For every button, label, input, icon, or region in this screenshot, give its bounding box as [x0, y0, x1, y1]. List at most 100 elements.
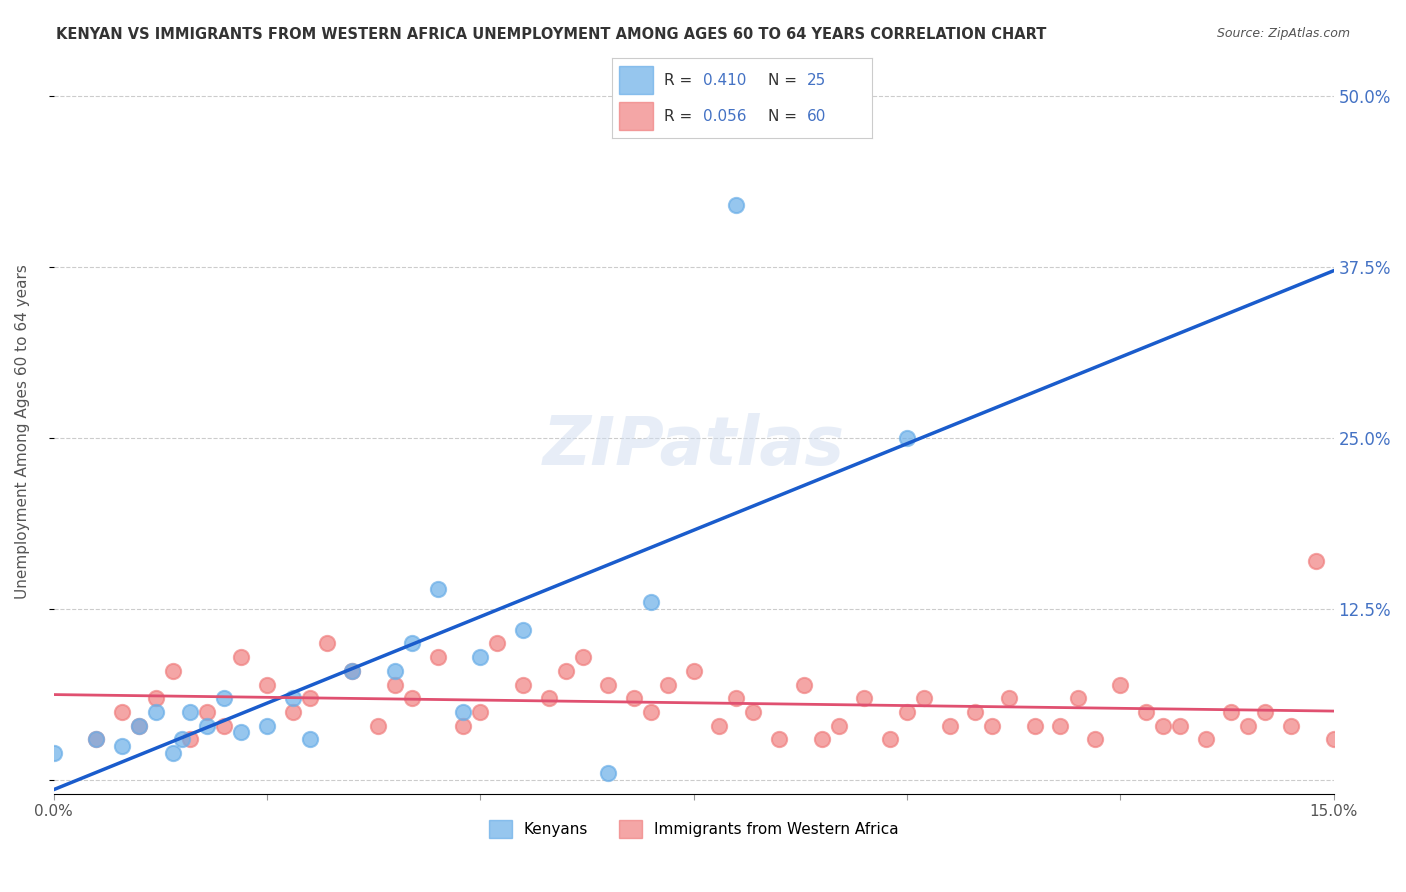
Y-axis label: Unemployment Among Ages 60 to 64 years: Unemployment Among Ages 60 to 64 years	[15, 264, 30, 599]
Point	[162, 664, 184, 678]
Point	[1322, 732, 1344, 747]
Point	[768, 732, 790, 747]
Point	[342, 664, 364, 678]
Text: R =: R =	[664, 72, 697, 87]
Point	[1049, 718, 1071, 732]
Text: N =: N =	[768, 109, 801, 124]
Point	[470, 650, 492, 665]
Point	[128, 718, 150, 732]
Point	[162, 746, 184, 760]
Point	[426, 582, 449, 596]
Text: Source: ZipAtlas.com: Source: ZipAtlas.com	[1216, 27, 1350, 40]
Point	[401, 691, 423, 706]
Point	[170, 732, 193, 747]
Point	[1254, 705, 1277, 719]
Text: 60: 60	[807, 109, 827, 124]
Legend: Kenyans, Immigrants from Western Africa: Kenyans, Immigrants from Western Africa	[482, 814, 904, 845]
Point	[214, 718, 236, 732]
Point	[1135, 705, 1157, 719]
Point	[231, 650, 253, 665]
Point	[179, 705, 201, 719]
Point	[451, 718, 474, 732]
Point	[998, 691, 1021, 706]
Point	[128, 718, 150, 732]
Point	[1152, 718, 1174, 732]
Text: R =: R =	[664, 109, 697, 124]
Point	[981, 718, 1004, 732]
Point	[281, 691, 304, 706]
Point	[145, 705, 167, 719]
Point	[512, 623, 534, 637]
Point	[965, 705, 987, 719]
Point	[682, 664, 704, 678]
Point	[598, 766, 620, 780]
Point	[298, 732, 321, 747]
Point	[1220, 705, 1243, 719]
Point	[810, 732, 832, 747]
Point	[512, 677, 534, 691]
Point	[1194, 732, 1216, 747]
Point	[640, 595, 662, 609]
Point	[571, 650, 593, 665]
Point	[214, 691, 236, 706]
Text: 0.056: 0.056	[703, 109, 747, 124]
Point	[179, 732, 201, 747]
Point	[195, 705, 218, 719]
Point	[896, 431, 918, 445]
Point	[725, 198, 748, 212]
Point	[231, 725, 253, 739]
FancyBboxPatch shape	[620, 66, 654, 94]
Point	[896, 705, 918, 719]
Point	[640, 705, 662, 719]
Point	[145, 691, 167, 706]
Point	[486, 636, 509, 650]
Point	[42, 746, 65, 760]
Point	[470, 705, 492, 719]
Point	[623, 691, 645, 706]
Point	[827, 718, 849, 732]
Point	[707, 718, 730, 732]
Point	[384, 677, 406, 691]
Text: N =: N =	[768, 72, 801, 87]
Point	[195, 718, 218, 732]
Point	[451, 705, 474, 719]
Point	[342, 664, 364, 678]
Point	[598, 677, 620, 691]
Point	[1066, 691, 1088, 706]
Point	[742, 705, 765, 719]
Text: KENYAN VS IMMIGRANTS FROM WESTERN AFRICA UNEMPLOYMENT AMONG AGES 60 TO 64 YEARS : KENYAN VS IMMIGRANTS FROM WESTERN AFRICA…	[56, 27, 1046, 42]
Point	[256, 718, 278, 732]
Point	[84, 732, 107, 747]
Text: ZIPatlas: ZIPatlas	[543, 413, 845, 479]
Point	[298, 691, 321, 706]
Point	[1109, 677, 1132, 691]
Point	[111, 705, 134, 719]
Point	[1168, 718, 1191, 732]
Point	[84, 732, 107, 747]
Point	[315, 636, 337, 650]
Point	[281, 705, 304, 719]
Point	[384, 664, 406, 678]
Text: 0.410: 0.410	[703, 72, 747, 87]
Point	[1279, 718, 1302, 732]
Point	[793, 677, 815, 691]
Point	[1305, 554, 1327, 568]
FancyBboxPatch shape	[620, 102, 654, 130]
Point	[367, 718, 389, 732]
Point	[426, 650, 449, 665]
Point	[537, 691, 560, 706]
Point	[256, 677, 278, 691]
Point	[554, 664, 576, 678]
Point	[1024, 718, 1046, 732]
Point	[401, 636, 423, 650]
Text: 25: 25	[807, 72, 825, 87]
Point	[853, 691, 876, 706]
Point	[725, 691, 748, 706]
Point	[1084, 732, 1107, 747]
Point	[1237, 718, 1260, 732]
Point	[657, 677, 679, 691]
Point	[111, 739, 134, 753]
Point	[912, 691, 935, 706]
Point	[879, 732, 901, 747]
Point	[938, 718, 960, 732]
